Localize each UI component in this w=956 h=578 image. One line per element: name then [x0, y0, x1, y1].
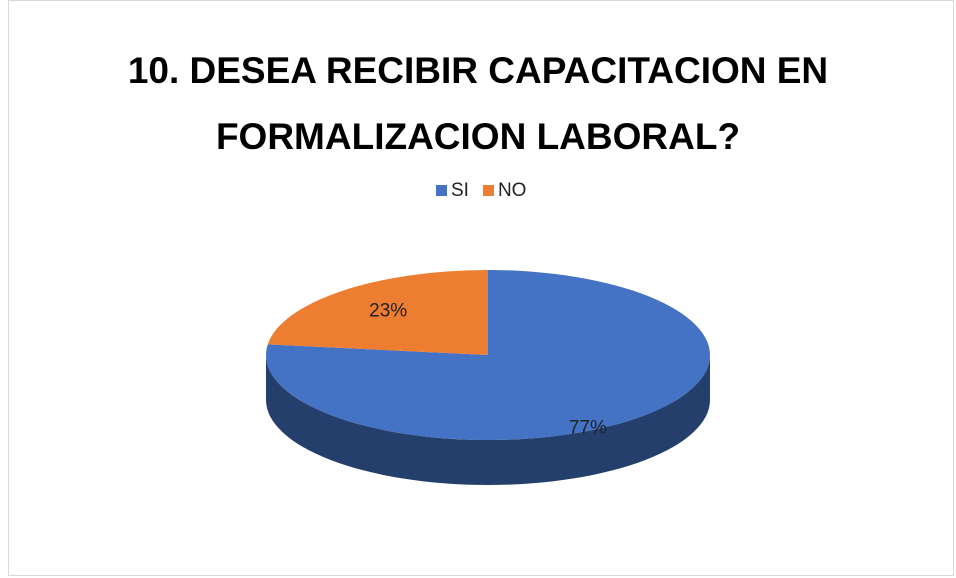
chart-frame [8, 0, 954, 576]
pie-side [266, 355, 710, 485]
legend-label: NO [498, 180, 527, 201]
chart-title: 10. DESEA RECIBIR CAPACITACION EN FORMAL… [127, 50, 829, 157]
legend-swatch [482, 185, 494, 196]
legend-swatch [436, 185, 447, 196]
data-label: 23% [369, 301, 407, 322]
pie-slice [267, 270, 488, 355]
pie-slice [266, 270, 711, 441]
data-label: 77% [569, 417, 607, 438]
legend-label: SI [451, 180, 469, 201]
